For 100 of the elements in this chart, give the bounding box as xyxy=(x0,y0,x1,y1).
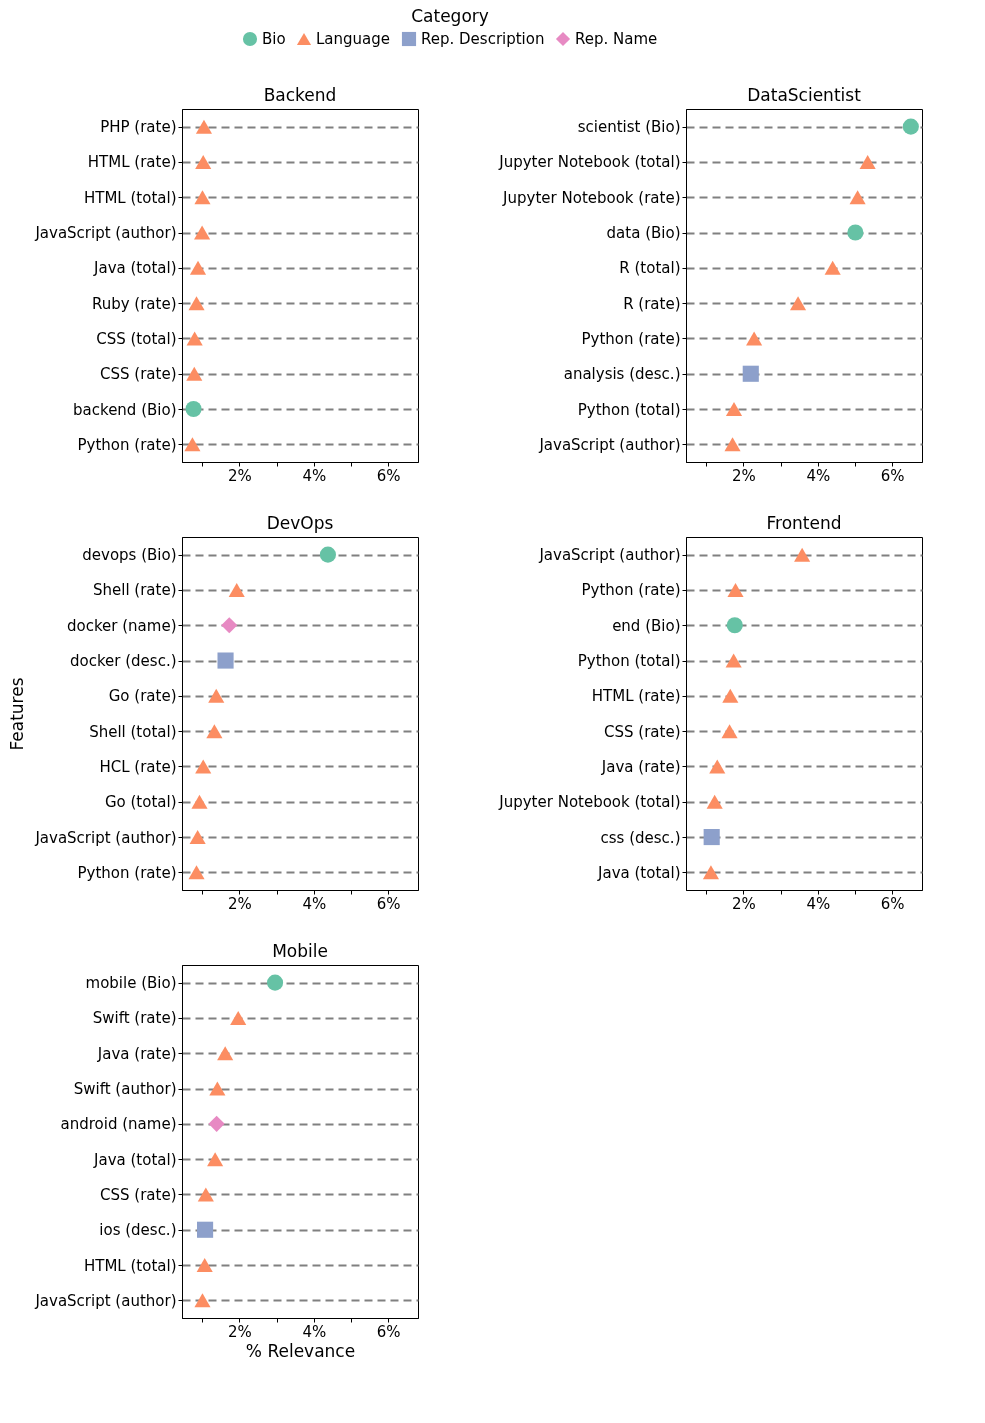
y-axis-title: Features xyxy=(7,677,28,751)
point xyxy=(194,1293,211,1308)
point xyxy=(207,1152,224,1167)
y-tick-label: CSS (total) xyxy=(96,329,177,348)
y-tick-label: Python (total) xyxy=(577,400,681,419)
legend-label: Language xyxy=(316,30,391,48)
point xyxy=(721,724,738,739)
y-tick-label: Shell (total) xyxy=(89,722,177,741)
y-tick-label: Python (rate) xyxy=(581,581,681,600)
y-tick-label: CSS (rate) xyxy=(604,722,681,741)
y-tick-label: JavaScript (author) xyxy=(538,435,681,454)
x-tick-label: 4% xyxy=(806,466,831,485)
point xyxy=(702,865,719,880)
y-tick-label: ios (desc.) xyxy=(99,1221,177,1240)
x-tick-label: 6% xyxy=(880,466,905,485)
y-tick-label: Swift (author) xyxy=(73,1080,177,1099)
point xyxy=(188,865,205,880)
y-tick-label: Python (rate) xyxy=(77,435,177,454)
point xyxy=(789,296,807,311)
y-tick-label: HTML (total) xyxy=(83,188,177,207)
point xyxy=(209,1081,226,1096)
point xyxy=(725,653,742,668)
y-tick-label: Java (total) xyxy=(93,259,177,278)
y-tick-label: JavaScript (author) xyxy=(34,828,177,847)
legend-label: Rep. Name xyxy=(575,30,658,48)
point xyxy=(208,688,225,703)
x-tick-label: 4% xyxy=(302,894,327,913)
y-tick-label: Shell (rate) xyxy=(92,581,177,600)
y-tick-label: HTML (rate) xyxy=(87,153,177,172)
point xyxy=(217,1046,234,1061)
y-tick-label: end (Bio) xyxy=(612,616,681,635)
point xyxy=(902,118,919,135)
y-tick-label: mobile (Bio) xyxy=(85,974,177,993)
chart-title: Mobile xyxy=(272,941,328,961)
y-tick-label: Jupyter Notebook (rate) xyxy=(502,188,681,207)
point xyxy=(859,154,876,169)
y-tick-label: R (total) xyxy=(619,259,681,278)
point xyxy=(195,759,212,774)
point xyxy=(709,759,726,774)
y-tick-label: Go (total) xyxy=(104,793,177,812)
y-tick-label: Swift (rate) xyxy=(92,1009,177,1028)
point xyxy=(706,794,723,809)
y-tick-label: JavaScript (author) xyxy=(34,1291,177,1310)
x-tick-label: 2% xyxy=(731,466,756,485)
y-tick-label: Python (rate) xyxy=(77,863,177,882)
point xyxy=(186,331,203,346)
y-tick-label: data (Bio) xyxy=(606,224,681,243)
chart-title: DataScientist xyxy=(747,85,862,105)
y-tick-label: PHP (rate) xyxy=(100,118,177,137)
y-tick-label: JavaScript (author) xyxy=(34,224,177,243)
point xyxy=(194,190,211,205)
point xyxy=(189,830,206,845)
y-tick-label: Jupyter Notebook (total) xyxy=(498,153,681,172)
y-tick-label: Go (rate) xyxy=(108,687,177,706)
y-tick-label: HCL (rate) xyxy=(99,757,177,776)
x-tick-label: 6% xyxy=(880,894,905,913)
y-tick-label: JavaScript (author) xyxy=(538,546,681,565)
point xyxy=(794,547,811,562)
point xyxy=(197,1221,214,1238)
y-tick-label: R (rate) xyxy=(623,294,681,313)
y-tick-label: devops (Bio) xyxy=(82,546,177,565)
x-tick-label: 2% xyxy=(731,894,756,913)
point xyxy=(197,1187,214,1202)
y-tick-label: docker (desc.) xyxy=(69,652,177,671)
point xyxy=(196,1258,213,1273)
point xyxy=(824,260,841,275)
point xyxy=(195,119,213,134)
x-axis-title: % Relevance xyxy=(245,1340,356,1361)
point xyxy=(194,225,211,240)
y-tick-label: Ruby (rate) xyxy=(91,294,177,313)
point xyxy=(849,190,866,205)
point xyxy=(727,582,744,597)
point xyxy=(186,366,203,381)
point xyxy=(319,546,336,563)
chart-title: Frontend xyxy=(766,513,842,533)
chart-title: Backend xyxy=(263,85,337,105)
legend-label: Rep. Description xyxy=(421,30,545,48)
point xyxy=(742,365,759,382)
point xyxy=(221,617,238,634)
point xyxy=(217,652,234,669)
x-tick-label: 4% xyxy=(302,466,327,485)
y-tick-label: Java (rate) xyxy=(96,1044,177,1063)
y-tick-label: HTML (rate) xyxy=(591,687,681,706)
y-tick-label: Python (total) xyxy=(577,652,681,671)
legend-title: Category xyxy=(411,6,489,26)
y-tick-label: android (name) xyxy=(60,1115,177,1134)
x-tick-label: 6% xyxy=(376,894,401,913)
point xyxy=(195,154,212,169)
x-tick-label: 2% xyxy=(227,466,252,485)
point xyxy=(185,401,202,418)
x-tick-label: 4% xyxy=(806,894,831,913)
point xyxy=(267,974,284,991)
x-tick-label: 6% xyxy=(376,1322,401,1341)
point xyxy=(184,437,201,452)
point xyxy=(230,1010,247,1025)
y-tick-label: Jupyter Notebook (total) xyxy=(498,793,681,812)
point xyxy=(725,402,743,417)
point xyxy=(206,724,223,739)
y-tick-label: Java (total) xyxy=(597,863,681,882)
point xyxy=(189,260,207,275)
